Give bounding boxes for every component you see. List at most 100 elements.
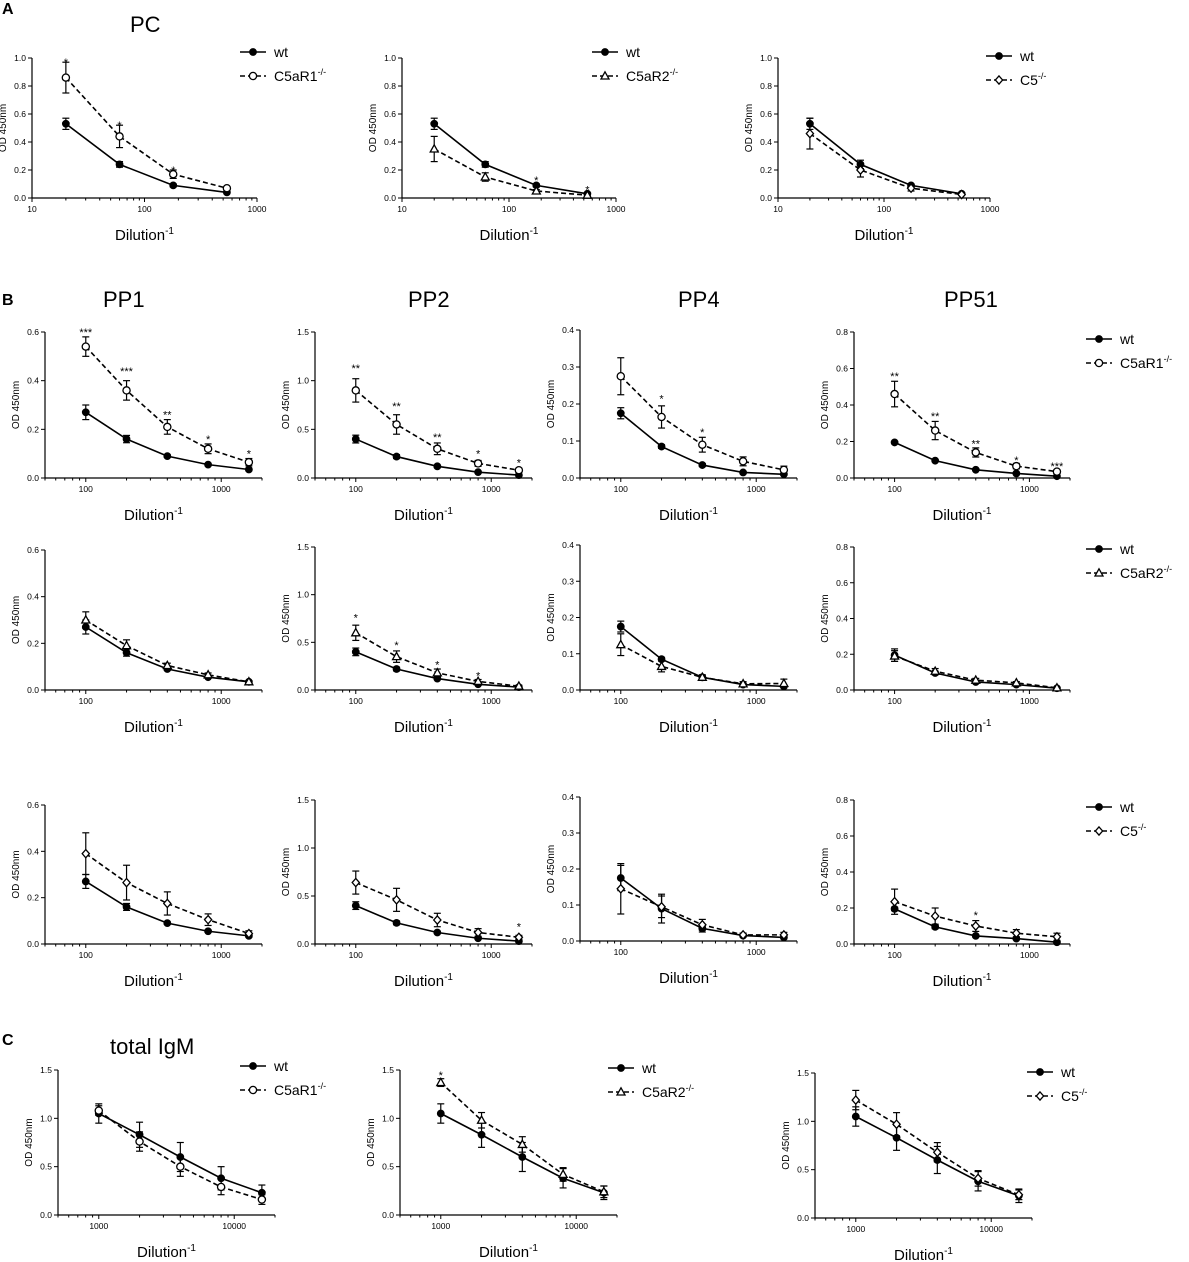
y-axis-label: OD 450nm [281,381,292,429]
significance-label: ** [163,410,172,422]
y-tick-label: 0.5 [297,637,309,647]
data-point-c5ar1 [244,457,254,467]
y-axis-label: OD 450nm [546,845,557,893]
x-axis-label-main: Dilution [659,719,709,736]
y-tick-label: 0.4 [384,137,396,147]
y-axis-label: OD 450nm [11,850,22,898]
data-point-c5ar2 [517,1138,528,1149]
legend-label: C5aR1-/- [1120,354,1172,371]
y-tick-label: 0.2 [760,165,772,175]
data-point-wt [739,468,747,477]
data-point-c5ar1 [1052,467,1062,476]
legend-label-main: wt [273,1058,288,1074]
series-line-c5ar2 [440,1081,605,1193]
data-point-c5ar1 [94,1106,104,1115]
y-tick-label: 0.4 [562,792,574,802]
y-tick-label: 0.4 [836,614,848,624]
series-c5 [81,832,254,939]
chart-b11: 0.0 0.2 0.4 0.6 100 1000 OD 450nm Dilution-1 PP1… [11,287,263,524]
series-wt [430,117,592,198]
legend-marker [994,74,1004,86]
y-tick-label: 1.0 [14,53,26,63]
data-point-wt [244,465,253,474]
y-axis-label: OD 450nm [781,1121,792,1169]
data-point-c5ar2 [121,640,132,650]
x-axis-label: Dilution-1 [659,718,718,736]
significance-label: * [659,393,664,405]
legend: wt C5-/- [986,48,1046,88]
y-axis-label: OD 450nm [820,848,831,896]
legend-label: C5aR2-/- [642,1083,694,1100]
legend-label: wt [1060,1064,1075,1080]
chart-a1: 0.0 0.2 0.4 0.6 0.8 1.0 10 100 1000 OD 450nm Dilut… [0,12,326,244]
series-c5ar2 [80,611,254,686]
y-axis-label: OD 450nm [24,1118,35,1166]
data-point-c5 [1014,1189,1024,1200]
x-tick-label: 1000 [1020,696,1039,706]
significance-label: * [476,671,481,683]
data-point-c5ar1 [203,444,213,454]
x-axis-label: Dilution-1 [933,972,992,990]
data-point-c5 [906,183,916,194]
y-tick-label: 0.4 [760,137,772,147]
y-tick-label: 0.2 [27,638,39,648]
x-axis-label-sup: -1 [709,506,718,517]
data-point-c5ar2 [1051,682,1063,692]
significance-label: * [354,613,359,625]
data-point-c5 [432,914,442,926]
x-tick-label: 1000 [482,950,501,960]
legend-marker [1094,825,1104,837]
data-point-c5ar2 [531,185,542,195]
x-tick-label: 1000 [747,947,766,957]
data-point-c5ar1 [392,420,401,429]
data-point-c5ar2 [930,665,941,675]
data-point-c5ar2 [737,678,749,688]
y-tick-label: 0.0 [40,1210,52,1220]
significance-label: * [435,659,440,671]
data-point-c5 [697,919,707,930]
x-tick-label: 1000 [482,484,501,494]
x-axis-label: Dilution-1 [894,1246,953,1262]
series-c5ar1 [616,357,789,475]
legend-label-main: C5aR2 [642,1084,686,1100]
series-line-c5ar1 [65,77,228,189]
y-tick-label: 0.6 [836,831,848,841]
chart-b22: 0.0 0.5 1.0 1.5 100 1000 OD 450nm Dilution-1 * * *… [281,542,533,736]
x-tick-label: 1000 [846,1224,865,1234]
series-c5 [351,870,524,943]
legend-label-sup: -/- [686,1083,695,1093]
y-tick-label: 0.5 [797,1165,809,1175]
x-axis-label: Dilution-1 [394,506,453,524]
x-axis-label-main: Dilution [137,1244,187,1261]
data-point-c5ar2 [202,669,214,679]
x-axis-label-sup: -1 [174,718,183,729]
data-point-wt [81,408,90,417]
y-tick-label: 0.6 [836,364,848,374]
significance-label: * [171,165,176,177]
data-point-wt [477,1130,486,1139]
series-line-c5 [809,132,962,196]
series-c5ar1 [61,61,232,193]
x-tick-label: 10000 [564,1221,588,1231]
significance-label: ** [931,411,940,423]
x-tick-label: 10 [773,204,783,214]
y-tick-label: 1.5 [297,542,309,552]
x-axis-label-sup: -1 [444,718,453,729]
x-tick-label: 100 [79,950,93,960]
data-point-c5ar1 [657,412,666,422]
legend-label: wt [1019,48,1034,64]
data-point-c5ar1 [890,389,899,399]
legend-marker [995,52,1003,60]
x-tick-label: 1000 [482,696,501,706]
data-point-wt [351,647,360,656]
data-point-c5ar2 [615,639,626,649]
x-tick-label: 100 [349,484,363,494]
data-point-c5 [971,920,981,932]
x-axis-label-sup: -1 [983,972,992,983]
x-axis-label-sup: -1 [905,226,914,237]
legend-label: C5-/- [1020,71,1046,88]
series-wt [61,117,231,197]
y-tick-label: 1.0 [382,1113,394,1123]
series-c5ar1 [81,336,254,467]
legend: wt C5aR2-/- [608,1060,694,1100]
